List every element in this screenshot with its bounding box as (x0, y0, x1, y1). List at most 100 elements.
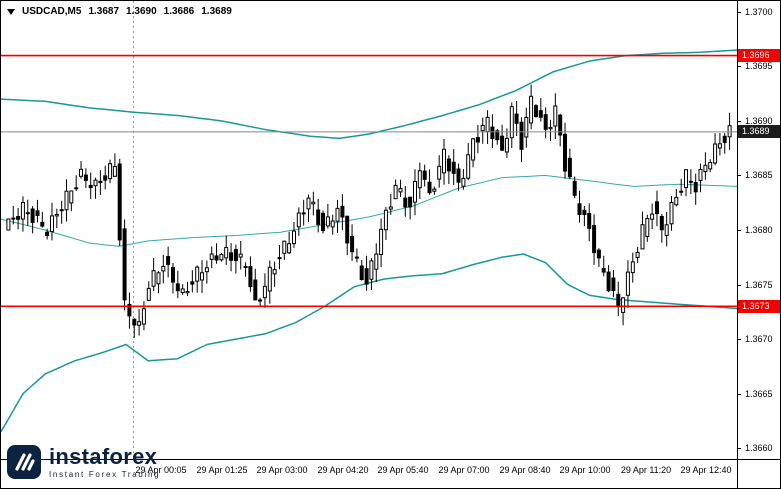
instaforex-logo-icon (7, 445, 41, 479)
candle-body (151, 270, 156, 287)
price-axis-label: 1.3680 (745, 225, 773, 235)
candle-body (127, 303, 132, 317)
candle-body (132, 318, 137, 326)
candle-body (50, 215, 54, 233)
candle-body (625, 271, 630, 296)
candle-body (30, 208, 35, 223)
candle-body (563, 133, 567, 172)
candle-body (388, 206, 393, 210)
candle-body (248, 266, 253, 288)
candle-body (490, 126, 495, 139)
candle-body (122, 228, 127, 301)
price-tick (737, 121, 741, 122)
price-axis-label: 1.3670 (745, 334, 773, 344)
candle-body (645, 218, 650, 238)
candle-body (267, 266, 272, 292)
candle-body (340, 205, 345, 218)
price-tick (737, 394, 741, 395)
candle-body (146, 287, 151, 301)
candle-body (635, 251, 640, 258)
time-axis-label: 29 Apr 10:00 (559, 465, 611, 475)
candle-body (413, 181, 417, 203)
price-axis-label: 1.3695 (745, 61, 773, 71)
candle-body (195, 266, 200, 282)
candle-body (11, 217, 16, 220)
candle-body (141, 308, 146, 325)
watermark-brand: instaforex (49, 443, 158, 469)
candle-body (156, 272, 161, 285)
price-axis-label: 1.3675 (745, 280, 773, 290)
candle-body (345, 215, 350, 244)
candle-body (306, 197, 311, 210)
price-tick (737, 285, 741, 286)
candle-body (480, 125, 485, 132)
time-axis-label: 29 Apr 08:40 (499, 465, 551, 475)
bollinger-lower-band (1, 253, 737, 433)
resistance-price-badge: 1.3696 (738, 49, 780, 62)
symbol-menu-arrow-icon[interactable] (7, 8, 15, 15)
candle-body (374, 253, 379, 270)
candle-body (669, 202, 674, 225)
candle-body (112, 166, 117, 177)
candle-body (185, 291, 190, 294)
candle-body (650, 213, 655, 220)
candle-body (393, 184, 398, 200)
time-axis-label: 29 Apr 12:40 (680, 465, 732, 475)
candle-body (601, 268, 606, 273)
candle-body (398, 188, 403, 193)
candle-body (161, 265, 166, 272)
instaforex-watermark: instaforex Instant Forex Trading (6, 444, 160, 480)
candle-body (88, 184, 93, 189)
candle-body (567, 157, 572, 178)
candle-body (171, 267, 175, 283)
candle-body (282, 240, 287, 254)
candle-body (485, 116, 490, 133)
watermark-text: instaforex Instant Forex Trading (49, 443, 160, 479)
candle-body (311, 201, 316, 205)
candle-body (461, 177, 466, 187)
price-axis-label: 1.3690 (745, 116, 773, 126)
candle-body (200, 272, 204, 281)
time-axis-label: 29 Apr 11:20 (620, 465, 672, 475)
chart-plot-area[interactable] (1, 1, 737, 459)
candle-body (16, 216, 21, 220)
candle-body (98, 180, 103, 184)
price-axis-label: 1.3700 (745, 7, 773, 17)
candle-body (166, 256, 171, 265)
candle-body (253, 279, 258, 301)
candle-body (717, 143, 722, 149)
candle-body (606, 271, 611, 292)
candle-body (655, 201, 659, 215)
candle-body (698, 169, 703, 181)
close-value: 1.3689 (201, 6, 232, 17)
candle-body (693, 182, 698, 193)
time-axis[interactable]: 29 Apr 00:05 29 Apr 01:25 29 Apr 03:00 29 A… (1, 460, 737, 488)
candle-body (369, 260, 374, 280)
candle-body (40, 221, 45, 227)
time-axis-label: 29 Apr 01:25 (196, 465, 248, 475)
candle-body (262, 285, 267, 299)
price-axis[interactable]: 1.3700 1.3695 1.3690 1.3685 1.3680 1.3675 1.36… (737, 1, 780, 459)
time-axis-label: 29 Apr 04:20 (317, 465, 369, 475)
candle-body (684, 169, 688, 188)
candle-body (296, 212, 301, 228)
candle-body (582, 209, 587, 216)
support-price-badge: 1.3673 (738, 300, 780, 313)
open-value: 1.3687 (88, 6, 120, 17)
bollinger-middle-band (1, 175, 737, 247)
candle-body (664, 224, 669, 236)
candle-body (451, 161, 456, 174)
candle-body (577, 203, 582, 216)
candle-body (74, 187, 79, 190)
candle-body (471, 138, 476, 161)
candle-body (64, 190, 69, 211)
axis-horizontal-separator (1, 459, 780, 460)
candle-body (592, 225, 597, 254)
candle-body (219, 253, 224, 261)
price-axis-label: 1.3660 (745, 443, 773, 453)
candle-body (301, 212, 306, 215)
candle-body (103, 175, 108, 181)
candle-body (509, 106, 514, 139)
candle-body (713, 143, 718, 164)
candle-body (204, 267, 209, 273)
